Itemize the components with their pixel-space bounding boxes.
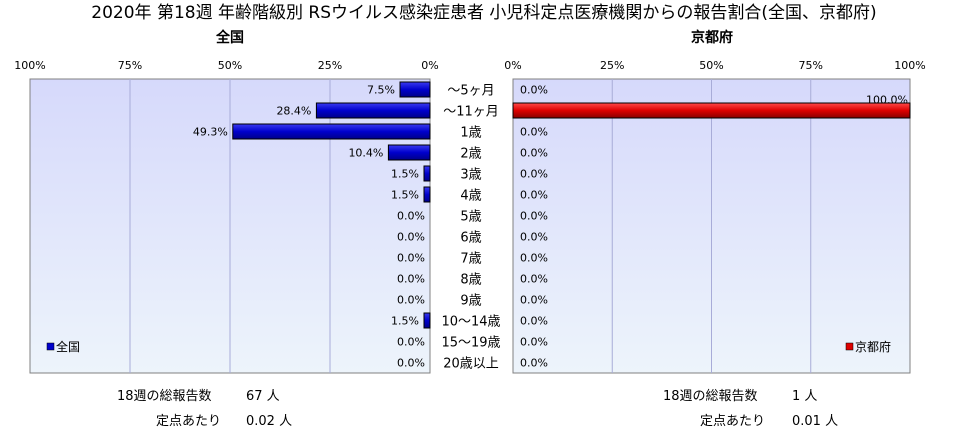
kyoto-value-label: 0.0% [520, 126, 548, 139]
category-label: 9歳 [460, 294, 481, 309]
national-value-label: 0.0% [397, 294, 425, 307]
category-label: 15～19歳 [441, 336, 500, 351]
kyoto-per-value: 0.01 人 [792, 414, 839, 429]
national-value-label: 1.5% [391, 189, 419, 202]
national-per-value: 0.02 人 [246, 414, 293, 429]
national-value-label: 10.4% [348, 147, 383, 160]
kyoto-legend-label: 京都府 [855, 339, 891, 354]
kyoto-value-label: 0.0% [520, 357, 548, 370]
kyoto-tick-label: 50% [699, 59, 723, 72]
category-label: 5歳 [460, 210, 481, 225]
national-legend-swatch [46, 342, 55, 351]
national-value-label: 28.4% [276, 105, 311, 118]
category-label: 20歳以上 [443, 357, 499, 372]
category-label: ～11ヶ月 [443, 105, 499, 120]
national-bar [423, 165, 431, 182]
kyoto-total-label: 18週の総報告数 [663, 389, 758, 404]
kyoto-value-label: 0.0% [520, 147, 548, 160]
kyoto-value-label: 0.0% [520, 315, 548, 328]
kyoto-per-label: 定点あたり [700, 414, 766, 429]
national-bar [387, 144, 431, 161]
kyoto-tick-label: 0% [504, 59, 521, 72]
national-value-label: 1.5% [391, 315, 419, 328]
national-tick-label: 25% [318, 59, 342, 72]
national-tick-label: 100% [14, 59, 45, 72]
national-value-label: 49.3% [193, 126, 228, 139]
category-label: 6歳 [460, 231, 481, 246]
national-value-label: 7.5% [367, 84, 395, 97]
category-label: 2歳 [460, 147, 481, 162]
kyoto-value-label: 0.0% [520, 336, 548, 349]
kyoto-tick-label: 100% [894, 59, 925, 72]
national-total-label: 18週の総報告数 [117, 389, 212, 404]
national-bar [423, 186, 431, 203]
national-value-label: 0.0% [397, 210, 425, 223]
page-title: 2020年 第18週 年齢階級別 RSウイルス感染症患者 小児科定点医療機関から… [91, 3, 877, 23]
kyoto-legend-swatch [845, 342, 854, 351]
national-total-value: 67 人 [246, 389, 280, 404]
category-label: 10～14歳 [441, 315, 500, 330]
national-legend-label: 全国 [56, 339, 80, 354]
category-label: 7歳 [460, 252, 481, 267]
national-value-label: 0.0% [397, 336, 425, 349]
kyoto-value-label: 0.0% [520, 273, 548, 286]
kyoto-value-label: 100.0% [866, 94, 908, 107]
national-bar [232, 123, 431, 140]
national-value-label: 0.0% [397, 231, 425, 244]
kyoto-value-label: 0.0% [520, 210, 548, 223]
category-label: 1歳 [460, 126, 481, 141]
kyoto-value-label: 0.0% [520, 189, 548, 202]
national-value-label: 1.5% [391, 168, 419, 181]
kyoto-value-label: 0.0% [520, 84, 548, 97]
kyoto-tick-label: 25% [600, 59, 624, 72]
kyoto-bar [512, 102, 911, 119]
kyoto-total-value: 1 人 [792, 389, 818, 404]
kyoto-value-label: 0.0% [520, 252, 548, 265]
national-bar [315, 102, 431, 119]
national-value-label: 0.0% [397, 357, 425, 370]
kyoto-value-label: 0.0% [520, 168, 548, 181]
national-tick-label: 50% [218, 59, 242, 72]
kyoto-tick-label: 75% [799, 59, 823, 72]
kyoto-subtitle: 京都府 [691, 29, 733, 46]
national-subtitle: 全国 [215, 29, 244, 46]
national-per-label: 定点あたり [156, 414, 222, 429]
national-value-label: 0.0% [397, 273, 425, 286]
category-label: ～5ヶ月 [447, 84, 494, 99]
category-label: 3歳 [460, 168, 481, 183]
national-bar [423, 312, 431, 329]
national-tick-label: 75% [118, 59, 142, 72]
national-tick-label: 0% [421, 59, 438, 72]
kyoto-value-label: 0.0% [520, 231, 548, 244]
category-label: 4歳 [460, 189, 481, 204]
kyoto-value-label: 0.0% [520, 294, 548, 307]
category-label: 8歳 [460, 273, 481, 288]
national-bar [399, 81, 431, 98]
national-value-label: 0.0% [397, 252, 425, 265]
